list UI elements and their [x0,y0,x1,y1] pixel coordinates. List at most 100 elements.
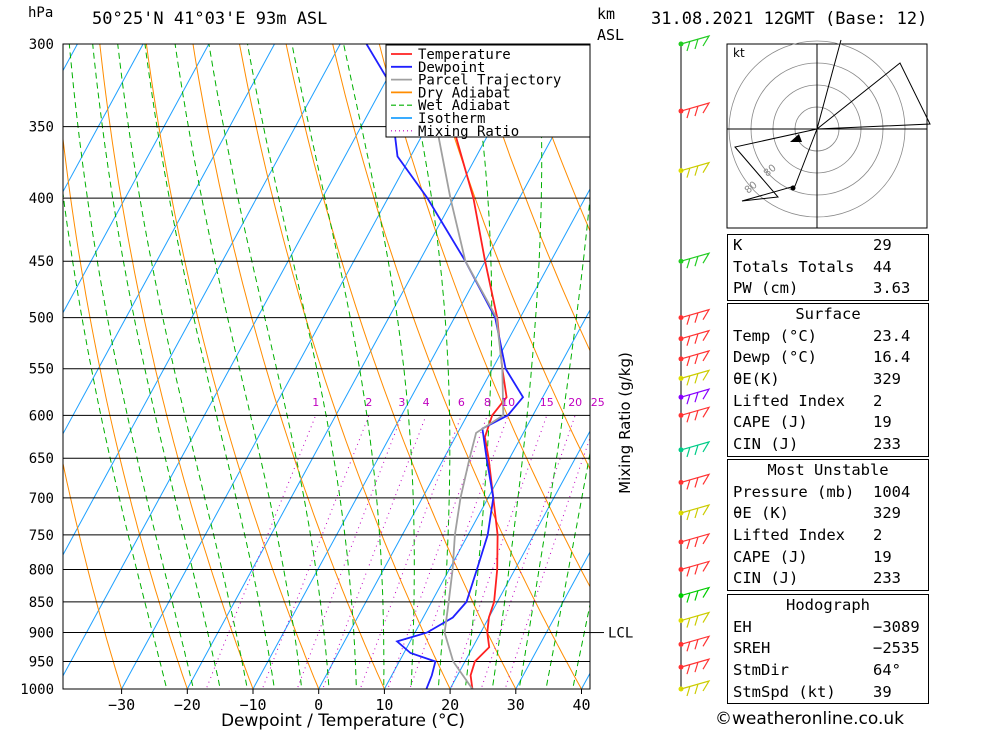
surface-cin-label: CIN (J) [733,435,799,454]
datetime-title: 31.08.2021 12GMT (Base: 12) [651,9,928,29]
mixing-ratio-label: 6 [458,396,465,409]
mixing-ratio-labels: 1 2 3 4 6 8 10 15 20 25 [312,396,605,409]
wind-barb [680,308,711,325]
dry-adiabat-line [238,44,451,689]
mixing-ratio-label: 3 [398,396,405,409]
wind-barb [680,161,711,178]
wind-barb [680,473,711,490]
pressure-label: 450 [29,254,54,270]
x-axis-label: Dewpoint / Temperature (°C) [221,711,465,731]
mu-cin-label: CIN (J) [733,569,799,588]
copyright-footer[interactable]: ©weatheronline.co.uk [715,709,905,729]
wet-adiabat-line [291,44,385,689]
stmdir-label: StmDir [733,661,789,680]
pressure-label: 700 [29,491,54,507]
k-index-value: 29 [873,236,892,254]
x-tick-label: 20 [441,696,459,714]
mixing-ratio-line [409,415,509,689]
hodo-title: Hodograph [786,596,870,614]
surface-cape-label: CAPE (J) [733,413,808,432]
pressure-label: 1000 [20,682,54,698]
mu-pressure-value: 1004 [873,482,911,501]
isotherm-line [63,44,276,435]
surface-title: Surface [795,305,861,323]
wind-barb [680,635,711,652]
isotherm-line [63,44,341,556]
wind-barb [680,349,711,367]
pressure-label: 600 [29,408,54,424]
surface-li-label: Lifted Index [733,391,845,410]
dry-adiabat-line [378,44,590,588]
legend-label: Dry Adiabat [418,85,511,101]
wind-barb [680,611,711,628]
mixing-ratio-line [480,415,576,689]
mixing-ratio-label: 1 [312,396,319,409]
isotherm-line [318,187,590,689]
mu-cape-label: CAPE (J) [733,547,808,566]
wet-adiabat-line [572,602,590,689]
wet-adiabat-line [92,44,221,689]
hodograph-frame [726,43,928,229]
location-title: 50°25'N 41°03'E 93m ASL [92,9,328,29]
pressure-label: 850 [29,595,54,611]
legend-label: Parcel Trajectory [418,73,561,89]
eh-label: EH [733,617,752,636]
mu-title: Most Unstable [767,461,889,479]
hodograph-unit-label: kt [733,46,745,60]
mu-cin-value: 233 [873,569,901,588]
surface-li-value: 2 [873,391,883,410]
isotherm-line [515,551,590,689]
km-unit-label: km [597,5,616,23]
wet-adiabat-line [117,44,248,689]
pressure-label: 300 [29,37,54,53]
dry-adiabat-line [99,44,254,689]
x-tick-label: 10 [375,696,393,714]
series-temperature [418,44,508,689]
wind-barb [680,440,711,458]
dry-adiabat-line [518,44,590,233]
mu-cape-value: 19 [873,547,892,566]
surface-cin-value: 233 [873,435,901,454]
mu-li-value: 2 [873,526,883,545]
pressure-label: 500 [29,311,54,327]
pw-value: 3.63 [873,279,911,298]
mixing-ratio-line [359,415,462,689]
pressure-label: 350 [29,120,54,136]
dry-adiabat-line [63,461,123,689]
mixing-ratio-axis-label: Mixing Ratio (g/kg) [616,352,634,494]
hodograph-trace [734,39,931,202]
pressure-label: 950 [29,655,54,671]
mu-thetae-label: θE (K) [733,504,789,523]
wet-adiabat-line [545,450,590,689]
mixing-ratio-label: 4 [423,396,430,409]
mixing-ratio-line [322,415,427,689]
mixing-ratio-label: 8 [484,396,491,409]
mixing-ratio-line [205,415,317,689]
mixing-ratio-label: 2 [365,396,372,409]
background-lines [63,44,590,689]
legend-label: Dewpoint [418,60,485,76]
surface-temp-value: 23.4 [873,326,911,345]
lcl-label: LCL [608,626,633,642]
totals-value: 44 [873,257,892,276]
wind-barb [680,560,711,577]
wind-barb [680,388,711,405]
legend-label: Isotherm [418,111,485,127]
mixing-ratio-label: 20 [568,396,582,409]
legend-label: Mixing Ratio [418,124,519,140]
hpa-unit-label: hPa [28,5,54,21]
wind-barb [680,35,711,52]
wind-barb [680,586,711,603]
wet-adiabat-line [63,189,168,689]
wet-adiabat-line [343,44,415,689]
wind-barb [680,680,711,697]
mixing-ratio-label: 25 [591,396,605,409]
pressure-label: 650 [29,451,54,467]
legend-label: Wet Adiabat [418,98,511,114]
dry-adiabat-line [425,44,590,471]
pw-label: PW (cm) [733,279,799,298]
wet-adiabat-line [68,44,194,689]
mixing-ratio-label: 10 [501,396,515,409]
stmspd-label: StmSpd (kt) [733,682,836,701]
